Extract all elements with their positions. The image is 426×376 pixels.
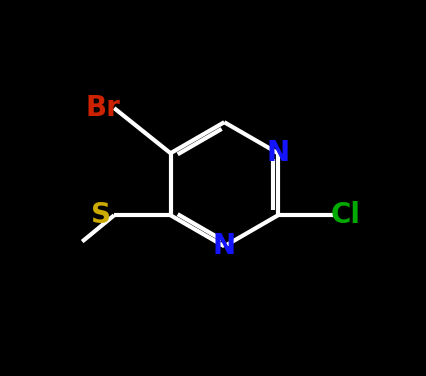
Text: N: N bbox=[266, 139, 290, 167]
Text: N: N bbox=[213, 232, 236, 260]
Text: Br: Br bbox=[86, 94, 120, 122]
Text: Cl: Cl bbox=[331, 201, 361, 229]
Text: S: S bbox=[91, 201, 111, 229]
